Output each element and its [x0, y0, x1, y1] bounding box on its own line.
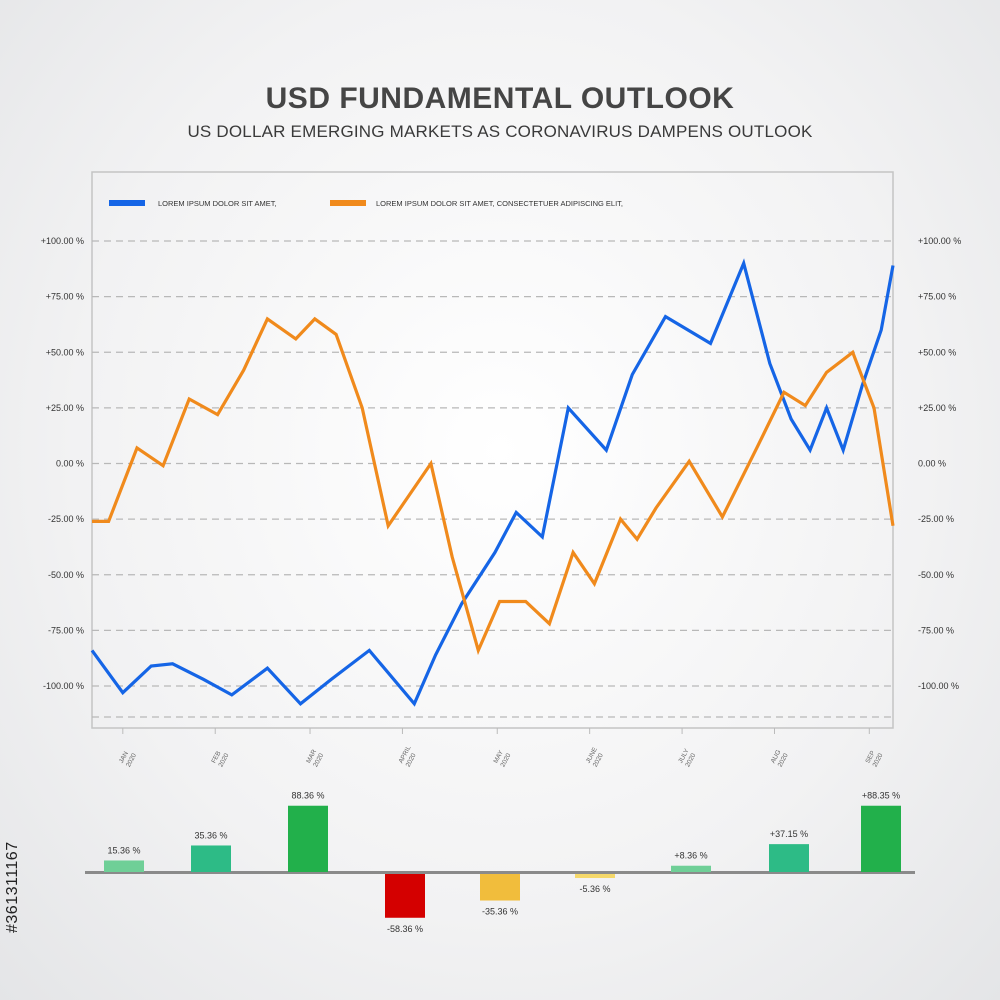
right-y-axis: +100.00 % +75.00 % +50.00 % +25.00 % 0.00 % -… [918, 236, 961, 691]
plot-border [91, 171, 894, 729]
line-series [90, 258, 895, 707]
y-tick-label-left: +100.00 % [41, 236, 84, 246]
y-tick-label-right: -50.00 % [918, 570, 954, 580]
plot-frame [91, 171, 894, 729]
y-tick-label-left: +75.00 % [46, 292, 84, 302]
y-tick-label-right: -100.00 % [918, 681, 959, 691]
bar [385, 874, 425, 918]
bar [671, 865, 711, 872]
bar [191, 845, 231, 872]
bar [769, 844, 809, 872]
bar-value-label: -5.36 % [579, 884, 610, 894]
bar-value-label: -35.36 % [482, 907, 518, 917]
bar [480, 874, 520, 901]
bar-chart: 15.36 % 35.36 % 88.36 % -58.36 % -35.36 % -5.… [85, 791, 915, 934]
bar-value-label: +88.35 % [862, 791, 900, 801]
bar-value-label: -58.36 % [387, 924, 423, 934]
y-tick-label-right: +25.00 % [918, 403, 956, 413]
legend-swatch [109, 200, 145, 206]
series-line-blue [90, 258, 895, 707]
y-tick-label-right: 0.00 % [918, 459, 946, 469]
y-tick-label-right: +50.00 % [918, 347, 956, 357]
y-tick-label-right: -25.00 % [918, 514, 954, 524]
y-tick-label-left: -75.00 % [48, 625, 84, 635]
y-tick-label-left: -100.00 % [43, 681, 84, 691]
bar [861, 805, 901, 872]
y-tick-label-left: +50.00 % [46, 347, 84, 357]
legend-label: LOREM IPSUM DOLOR SIT AMET, CONSECTETUER… [376, 199, 623, 208]
legend-label: LOREM IPSUM DOLOR SIT AMET, [158, 199, 277, 208]
series-line-orange [92, 316, 895, 656]
bar-value-label: 15.36 % [107, 845, 140, 855]
left-y-axis: +100.00 % +75.00 % +50.00 % +25.00 % 0.00 % -… [41, 236, 84, 691]
y-tick-label-right: -75.00 % [918, 625, 954, 635]
chart-title: USD FUNDAMENTAL OUTLOOK [265, 82, 735, 115]
y-tick-label-left: 0.00 % [56, 459, 84, 469]
bar [288, 805, 328, 872]
legend-swatch [330, 200, 366, 206]
bar [104, 860, 144, 872]
y-tick-label-left: +25.00 % [46, 403, 84, 413]
bar [575, 874, 615, 879]
y-tick-label-right: +100.00 % [918, 236, 961, 246]
grid-lines [92, 240, 893, 718]
bar-value-label: 35.36 % [194, 830, 227, 840]
watermark-id: #361311167 [4, 841, 21, 933]
chart-subtitle: US DOLLAR EMERGING MARKETS AS CORONAVIRU… [187, 122, 813, 141]
bar-value-label: +37.15 % [770, 829, 808, 839]
bar-value-label: 88.36 % [291, 791, 324, 801]
bar-value-label: +8.36 % [674, 851, 707, 861]
y-tick-label-left: -50.00 % [48, 570, 84, 580]
legend: LOREM IPSUM DOLOR SIT AMET, LOREM IPSUM D… [109, 199, 623, 208]
y-tick-label-left: -25.00 % [48, 514, 84, 524]
bar-baseline [85, 871, 915, 874]
y-tick-label-right: +75.00 % [918, 292, 956, 302]
